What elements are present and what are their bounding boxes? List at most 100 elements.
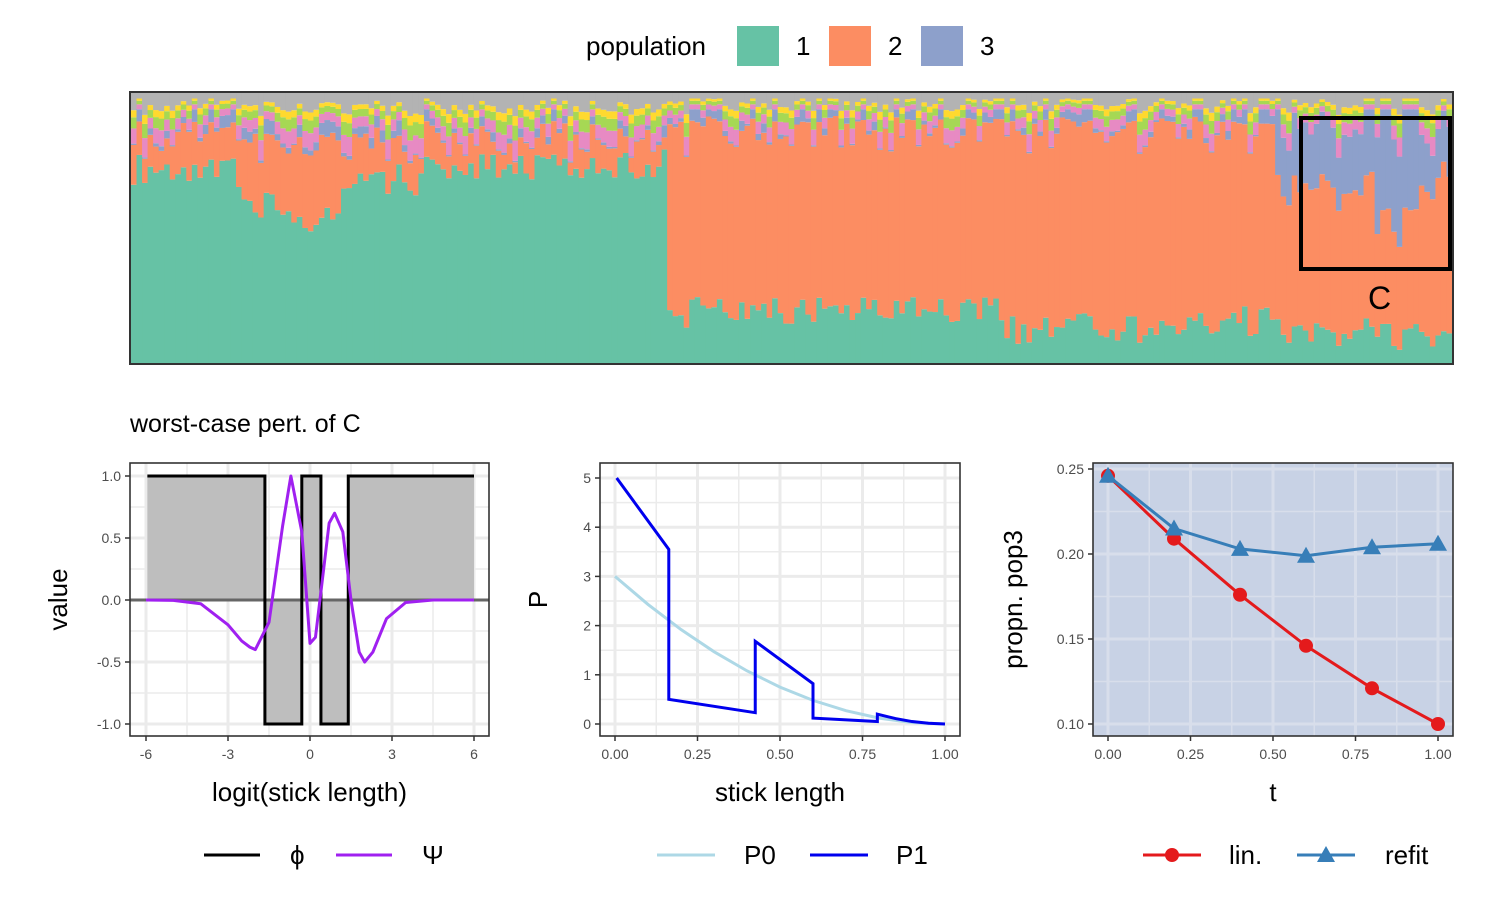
bar-minor-yellow — [545, 107, 552, 115]
bar-pop1 — [236, 186, 243, 363]
bar-pop1 — [1214, 331, 1221, 363]
bar-pop3 — [821, 128, 829, 136]
bar-pop2 — [622, 136, 630, 154]
bar-pop2 — [512, 162, 519, 174]
bar-pop2 — [1418, 185, 1425, 332]
bar-minor-yellow — [667, 101, 674, 105]
bar-minor-gray — [600, 93, 607, 110]
bar-minor-green — [960, 110, 967, 118]
bar-minor-yellow — [1385, 98, 1392, 101]
bar-minor-gray — [1424, 93, 1431, 111]
bar-minor-pink — [363, 116, 370, 127]
bar-pop1 — [926, 311, 934, 363]
bar-minor-gray — [761, 93, 768, 104]
bar-minor-pink — [528, 131, 536, 148]
bar-pop2 — [407, 163, 414, 191]
bar-minor-yellow — [1214, 106, 1221, 113]
bar-pop2 — [899, 137, 906, 314]
bar-minor-pink — [1225, 119, 1232, 131]
bar-pop1 — [418, 173, 425, 363]
bar-minor-pink — [949, 130, 956, 147]
bar-minor-green — [158, 118, 165, 131]
bar-minor-gray — [1059, 93, 1066, 100]
bar-pop1 — [750, 305, 757, 363]
bar-minor-yellow — [1087, 98, 1094, 101]
bar-pop3 — [1076, 114, 1083, 127]
bar-pop2 — [921, 124, 928, 310]
bar-minor-yellow — [1203, 108, 1210, 115]
bar-pop2 — [1324, 180, 1331, 330]
bar-minor-green — [1109, 111, 1116, 120]
bar-pop2 — [296, 137, 303, 217]
bar-pop2 — [689, 120, 696, 300]
refit-line — [1107, 474, 1439, 558]
bar-minor-yellow — [805, 101, 812, 106]
bar-minor-green — [556, 110, 563, 119]
bar-minor-pink — [1440, 105, 1448, 111]
bar-minor-pink — [766, 127, 773, 143]
bar-minor-yellow — [1175, 108, 1182, 115]
bar-pop3 — [722, 130, 729, 136]
bar-minor-green — [1181, 107, 1188, 115]
bar-minor-gray — [307, 93, 314, 113]
bar-minor-pink — [1358, 121, 1365, 135]
bar-pop2 — [716, 121, 724, 300]
bar-pop2 — [302, 154, 309, 228]
bar-pop2 — [313, 150, 320, 225]
bar-minor-green — [810, 118, 817, 130]
bar-minor-gray — [783, 93, 790, 108]
refit-point — [1429, 534, 1447, 551]
bar-minor-yellow — [484, 105, 491, 111]
bar-minor-pink — [799, 104, 806, 110]
bar-minor-yellow — [1136, 113, 1144, 122]
bar-minor-yellow — [202, 103, 209, 109]
bar-pop2 — [1042, 119, 1050, 318]
bar-minor-pink — [1396, 137, 1403, 157]
bar-pop3 — [1009, 109, 1016, 122]
bar-minor-gray — [1004, 93, 1011, 108]
bar-minor-pink — [584, 132, 591, 150]
bar-pop3 — [954, 141, 961, 143]
bar-minor-yellow — [639, 108, 646, 115]
bar-pop1 — [224, 160, 232, 363]
highlight-label-c: C — [1368, 280, 1391, 316]
bar-minor-pink — [1059, 106, 1066, 112]
bar-minor-yellow — [827, 98, 834, 101]
bar-pop1 — [1275, 319, 1282, 363]
bar-pop1 — [1241, 306, 1249, 363]
bar-minor-yellow — [1280, 108, 1287, 115]
bar-pop2 — [241, 139, 248, 200]
y-axis-label: P — [523, 591, 553, 608]
bar-minor-gray — [700, 93, 707, 102]
bar-minor-green — [622, 108, 630, 117]
bar-minor-pink — [1197, 104, 1204, 110]
bar-pop3 — [705, 109, 712, 117]
bar-pop3 — [197, 137, 204, 142]
bar-pop2 — [799, 121, 806, 300]
bar-minor-gray — [1120, 93, 1127, 105]
x-axis-label: logit(stick length) — [212, 777, 407, 807]
bar-minor-yellow — [473, 110, 480, 118]
bar-minor-yellow — [247, 106, 254, 112]
bar-minor-pink — [258, 140, 265, 161]
bar-pop2 — [1230, 121, 1238, 313]
bar-pop1 — [169, 179, 176, 363]
bar-minor-gray — [302, 93, 309, 112]
bar-pop2 — [1098, 131, 1105, 336]
bar-pop3 — [274, 134, 281, 141]
bar-pop3 — [175, 129, 182, 132]
bar-minor-gray — [418, 93, 425, 115]
bar-minor-pink — [247, 120, 254, 132]
bar-pop2 — [1087, 120, 1094, 317]
bar-pop1 — [517, 155, 525, 363]
bar-minor-green — [1275, 100, 1282, 105]
bar-minor-green — [1203, 114, 1210, 125]
bar-minor-yellow — [1181, 103, 1188, 108]
bar-minor-yellow — [915, 110, 922, 118]
bar-pop3 — [1087, 109, 1094, 121]
bar-minor-pink — [1324, 111, 1331, 120]
bar-minor-green — [1258, 100, 1265, 105]
bar-pop2 — [1440, 161, 1448, 332]
bar-pop2 — [1020, 134, 1028, 325]
bar-pop3 — [866, 130, 873, 135]
